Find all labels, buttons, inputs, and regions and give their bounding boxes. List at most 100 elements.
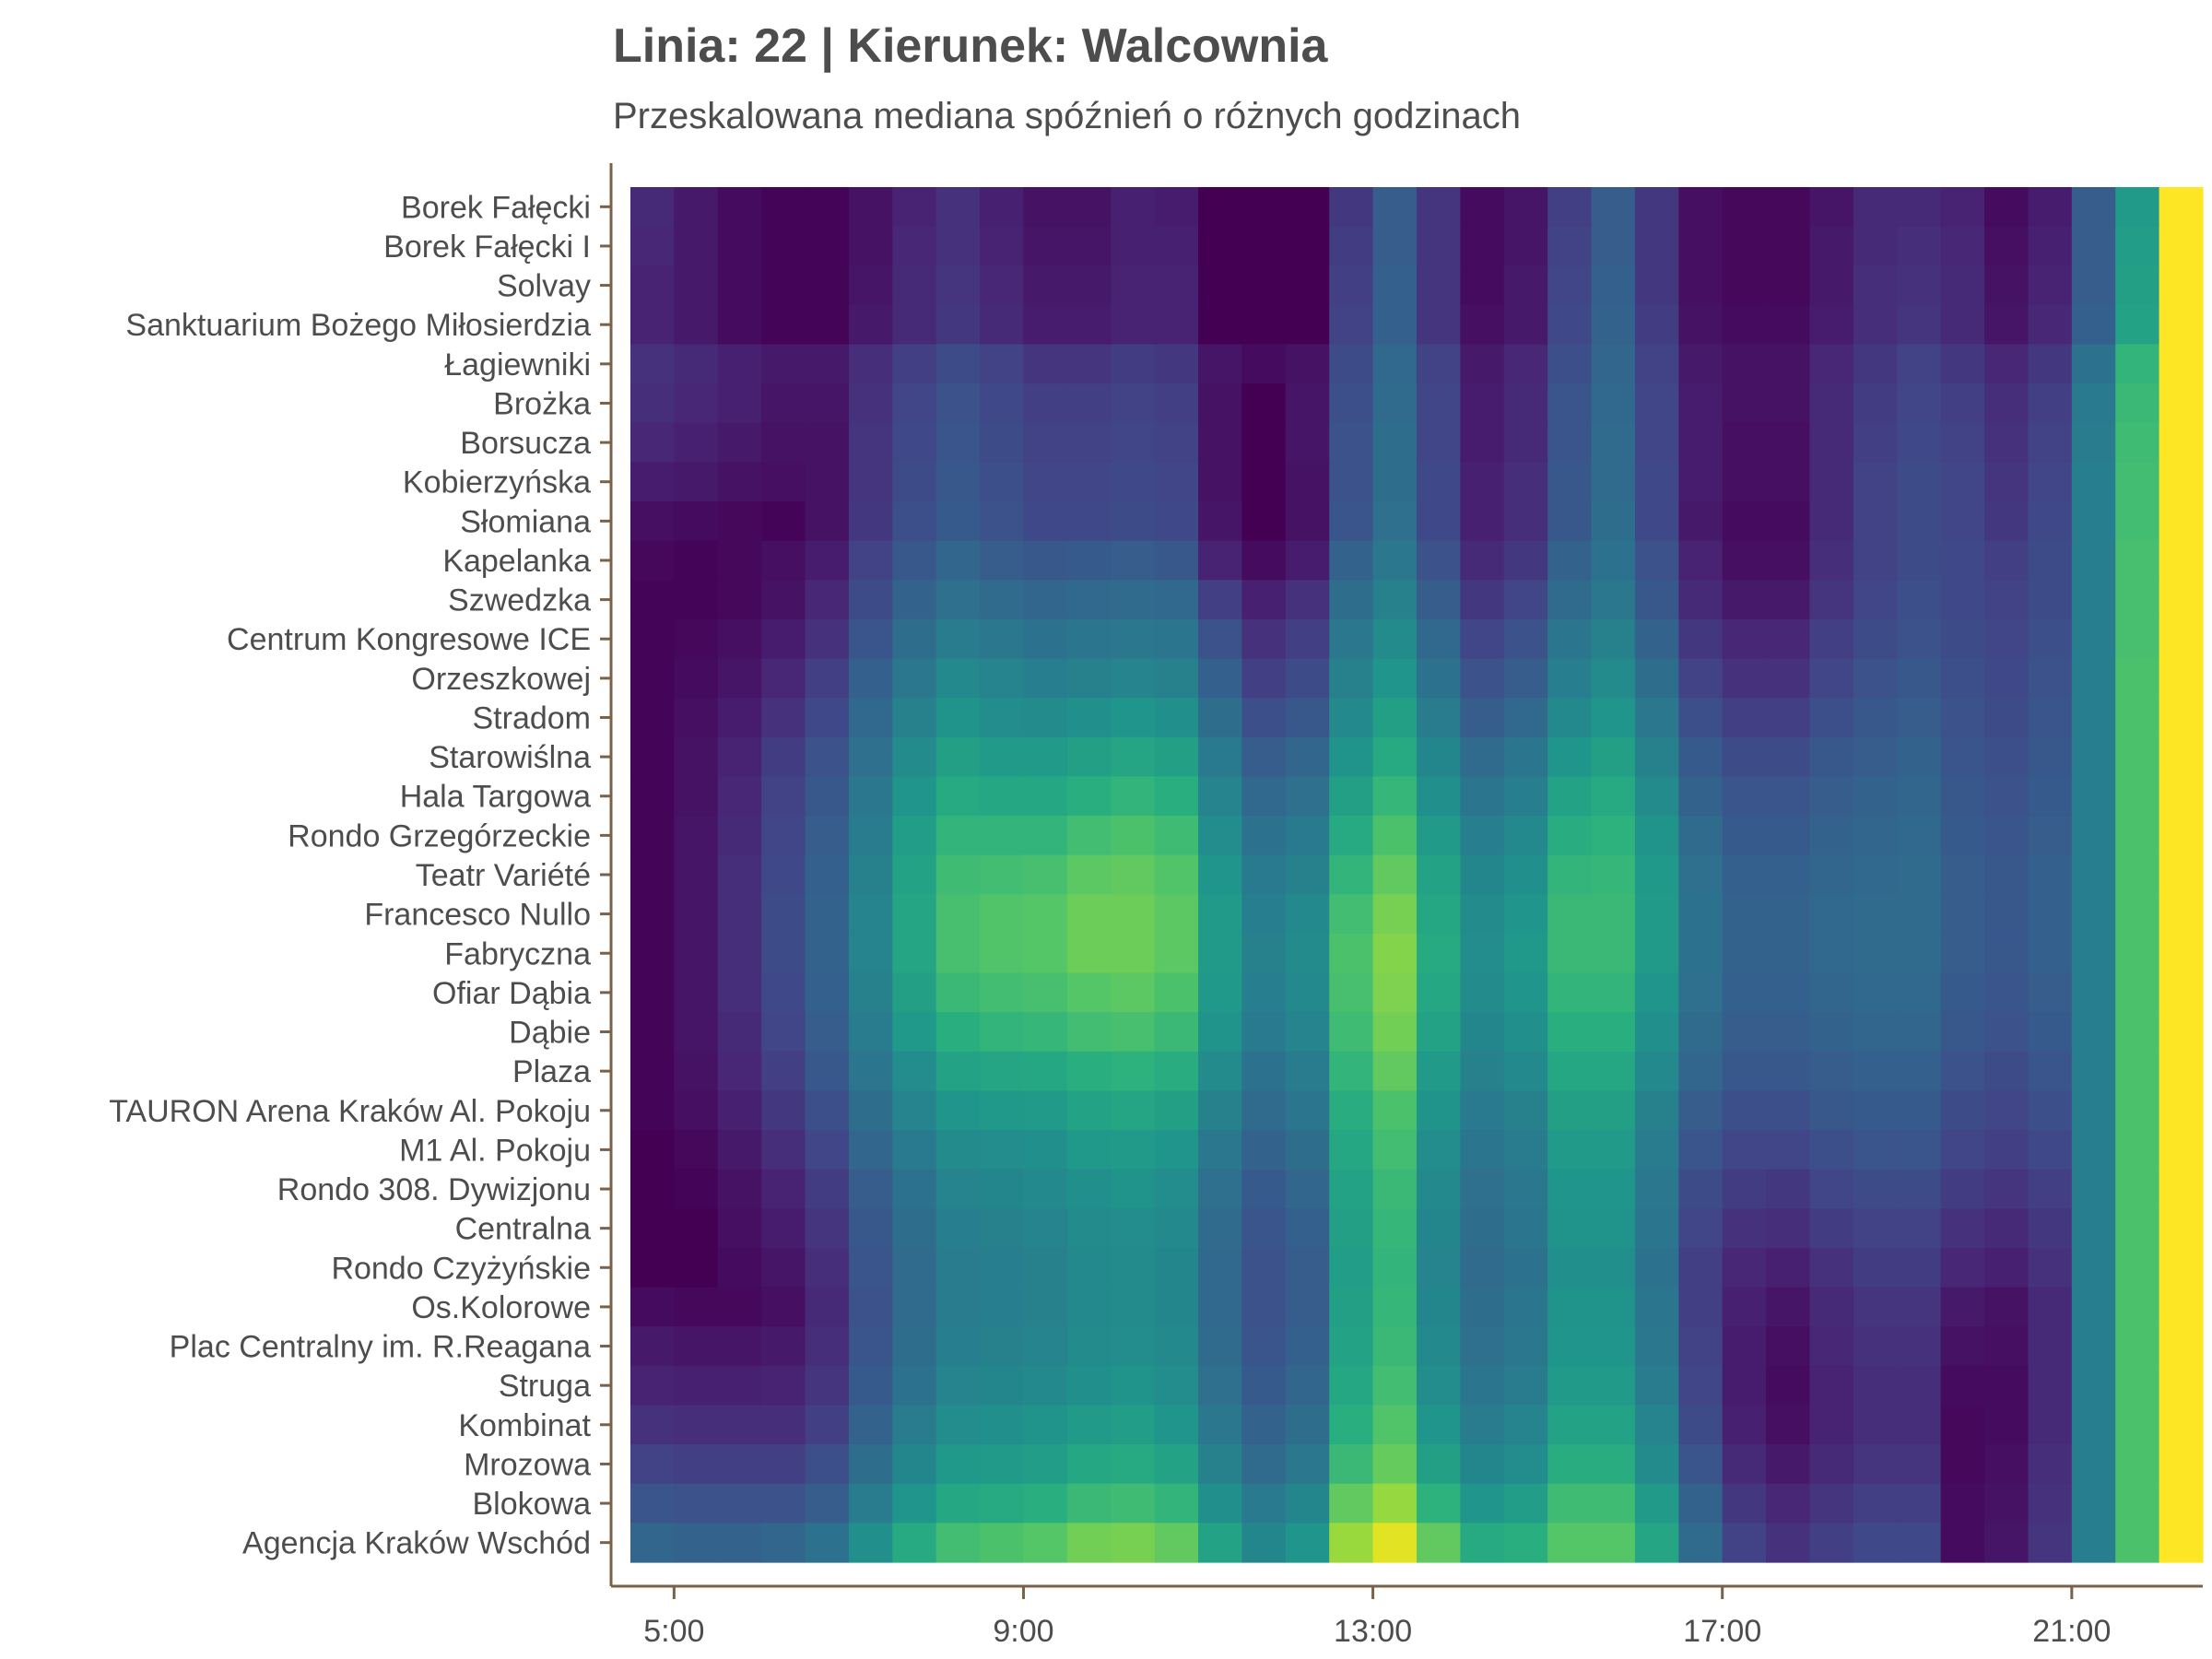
heatmap-cell — [1634, 1012, 1679, 1053]
heatmap-cell — [1984, 265, 2030, 306]
heatmap-cell — [1111, 894, 1156, 935]
heatmap-cell — [717, 698, 762, 738]
heatmap-cell — [1111, 618, 1156, 660]
heatmap-cell — [629, 1208, 675, 1249]
heatmap-cell — [1634, 1365, 1679, 1406]
heatmap-cell — [848, 618, 893, 660]
heatmap-cell — [761, 894, 806, 935]
heatmap-cell — [1241, 304, 1287, 346]
heatmap-cell — [1285, 1326, 1330, 1367]
heatmap-cell — [761, 1444, 806, 1485]
heatmap-cell — [629, 1523, 675, 1563]
heatmap-cell — [1766, 462, 1811, 502]
heatmap-cell — [1897, 344, 1942, 384]
heatmap-cell — [2115, 698, 2160, 738]
heatmap-cell — [1634, 1405, 1679, 1445]
heatmap-cell — [1372, 1326, 1418, 1367]
heatmap-cell — [2159, 265, 2204, 306]
heatmap-cell — [1678, 894, 1724, 935]
heatmap-cell — [1023, 618, 1068, 660]
heatmap-cell — [1154, 304, 1199, 346]
heatmap-cell — [1023, 933, 1068, 974]
heatmap-cell — [1460, 226, 1505, 266]
heatmap-cell — [1984, 422, 2030, 463]
heatmap-cell — [1416, 1208, 1461, 1249]
heatmap-cell — [2028, 1247, 2073, 1288]
heatmap-cell — [1678, 344, 1724, 384]
heatmap-cell — [1766, 1405, 1811, 1445]
heatmap-cell — [935, 1090, 981, 1131]
heatmap-cell — [2071, 933, 2116, 974]
heatmap-cell — [2071, 501, 2116, 542]
heatmap-cell — [674, 422, 719, 463]
heatmap-cell — [1111, 1523, 1156, 1563]
heatmap-cell — [1241, 187, 1287, 228]
heatmap-cell — [1285, 698, 1330, 738]
heatmap-cell — [1766, 816, 1811, 856]
heatmap-cell — [1809, 1326, 1854, 1367]
heatmap-cell — [717, 1365, 762, 1406]
heatmap-cell — [935, 187, 981, 228]
heatmap-cell — [1547, 618, 1593, 660]
heatmap-cell — [2159, 776, 2204, 817]
heatmap-cell — [1984, 1208, 2030, 1249]
heatmap-cell — [1198, 1405, 1243, 1445]
heatmap-cell — [1329, 1326, 1374, 1367]
heatmap-cell — [1634, 462, 1679, 502]
heatmap-cell — [1154, 226, 1199, 266]
heatmap-cell — [1722, 422, 1767, 463]
heatmap-cell — [629, 698, 675, 738]
heatmap-cell — [892, 1130, 937, 1171]
heatmap-cell — [1503, 304, 1548, 346]
heatmap-cell — [1154, 540, 1199, 581]
heatmap-cell — [935, 580, 981, 620]
heatmap-cell — [2028, 383, 2073, 424]
heatmap-cell — [717, 422, 762, 463]
heatmap-cell — [2159, 854, 2204, 895]
heatmap-cell — [1634, 187, 1679, 228]
y-tick-label: Rondo Czyżyńskie — [331, 1251, 591, 1286]
heatmap-cell — [1678, 226, 1724, 266]
heatmap-cell — [761, 265, 806, 306]
heatmap-cell — [935, 1365, 981, 1406]
heatmap-cell — [1503, 1483, 1548, 1524]
heatmap-cell — [1329, 1012, 1374, 1053]
heatmap-cell — [2071, 1483, 2116, 1524]
heatmap-cell — [1853, 383, 1898, 424]
heatmap-cell — [717, 776, 762, 817]
heatmap-cell — [1416, 1287, 1461, 1327]
heatmap-cell — [848, 501, 893, 542]
heatmap-cell — [1853, 1326, 1898, 1367]
heatmap-cell — [980, 580, 1025, 620]
heatmap-cell — [674, 1444, 719, 1485]
heatmap-cell — [717, 1208, 762, 1249]
heatmap-cell — [1023, 1365, 1068, 1406]
heatmap-cell — [935, 1130, 981, 1171]
heatmap-cell — [1285, 1365, 1330, 1406]
y-tick-label: Szwedzka — [448, 583, 591, 618]
heatmap-cell — [1591, 658, 1636, 699]
heatmap-cell — [1372, 1444, 1418, 1485]
heatmap-cell — [1547, 344, 1593, 384]
heatmap-cell — [1940, 972, 1985, 1013]
heatmap-cell — [717, 933, 762, 974]
heatmap-cell — [2071, 972, 2116, 1013]
heatmap-cell — [848, 265, 893, 306]
heatmap-cell — [1111, 462, 1156, 502]
heatmap-cell — [1154, 1326, 1199, 1367]
heatmap-cell — [1154, 618, 1199, 660]
heatmap-cell — [1416, 580, 1461, 620]
heatmap-cell — [1285, 1051, 1330, 1092]
heatmap-cell — [1111, 540, 1156, 581]
heatmap-cell — [980, 383, 1025, 424]
heatmap-cell — [1984, 658, 2030, 699]
heatmap-cell — [848, 304, 893, 346]
heatmap-cell — [2115, 383, 2160, 424]
heatmap-cell — [1591, 540, 1636, 581]
heatmap-cell — [629, 1444, 675, 1485]
heatmap-cell — [1372, 580, 1418, 620]
heatmap-cell — [1678, 1523, 1724, 1563]
heatmap-cell — [1241, 501, 1287, 542]
heatmap-cell — [1547, 1365, 1593, 1406]
heatmap-cell — [2028, 265, 2073, 306]
